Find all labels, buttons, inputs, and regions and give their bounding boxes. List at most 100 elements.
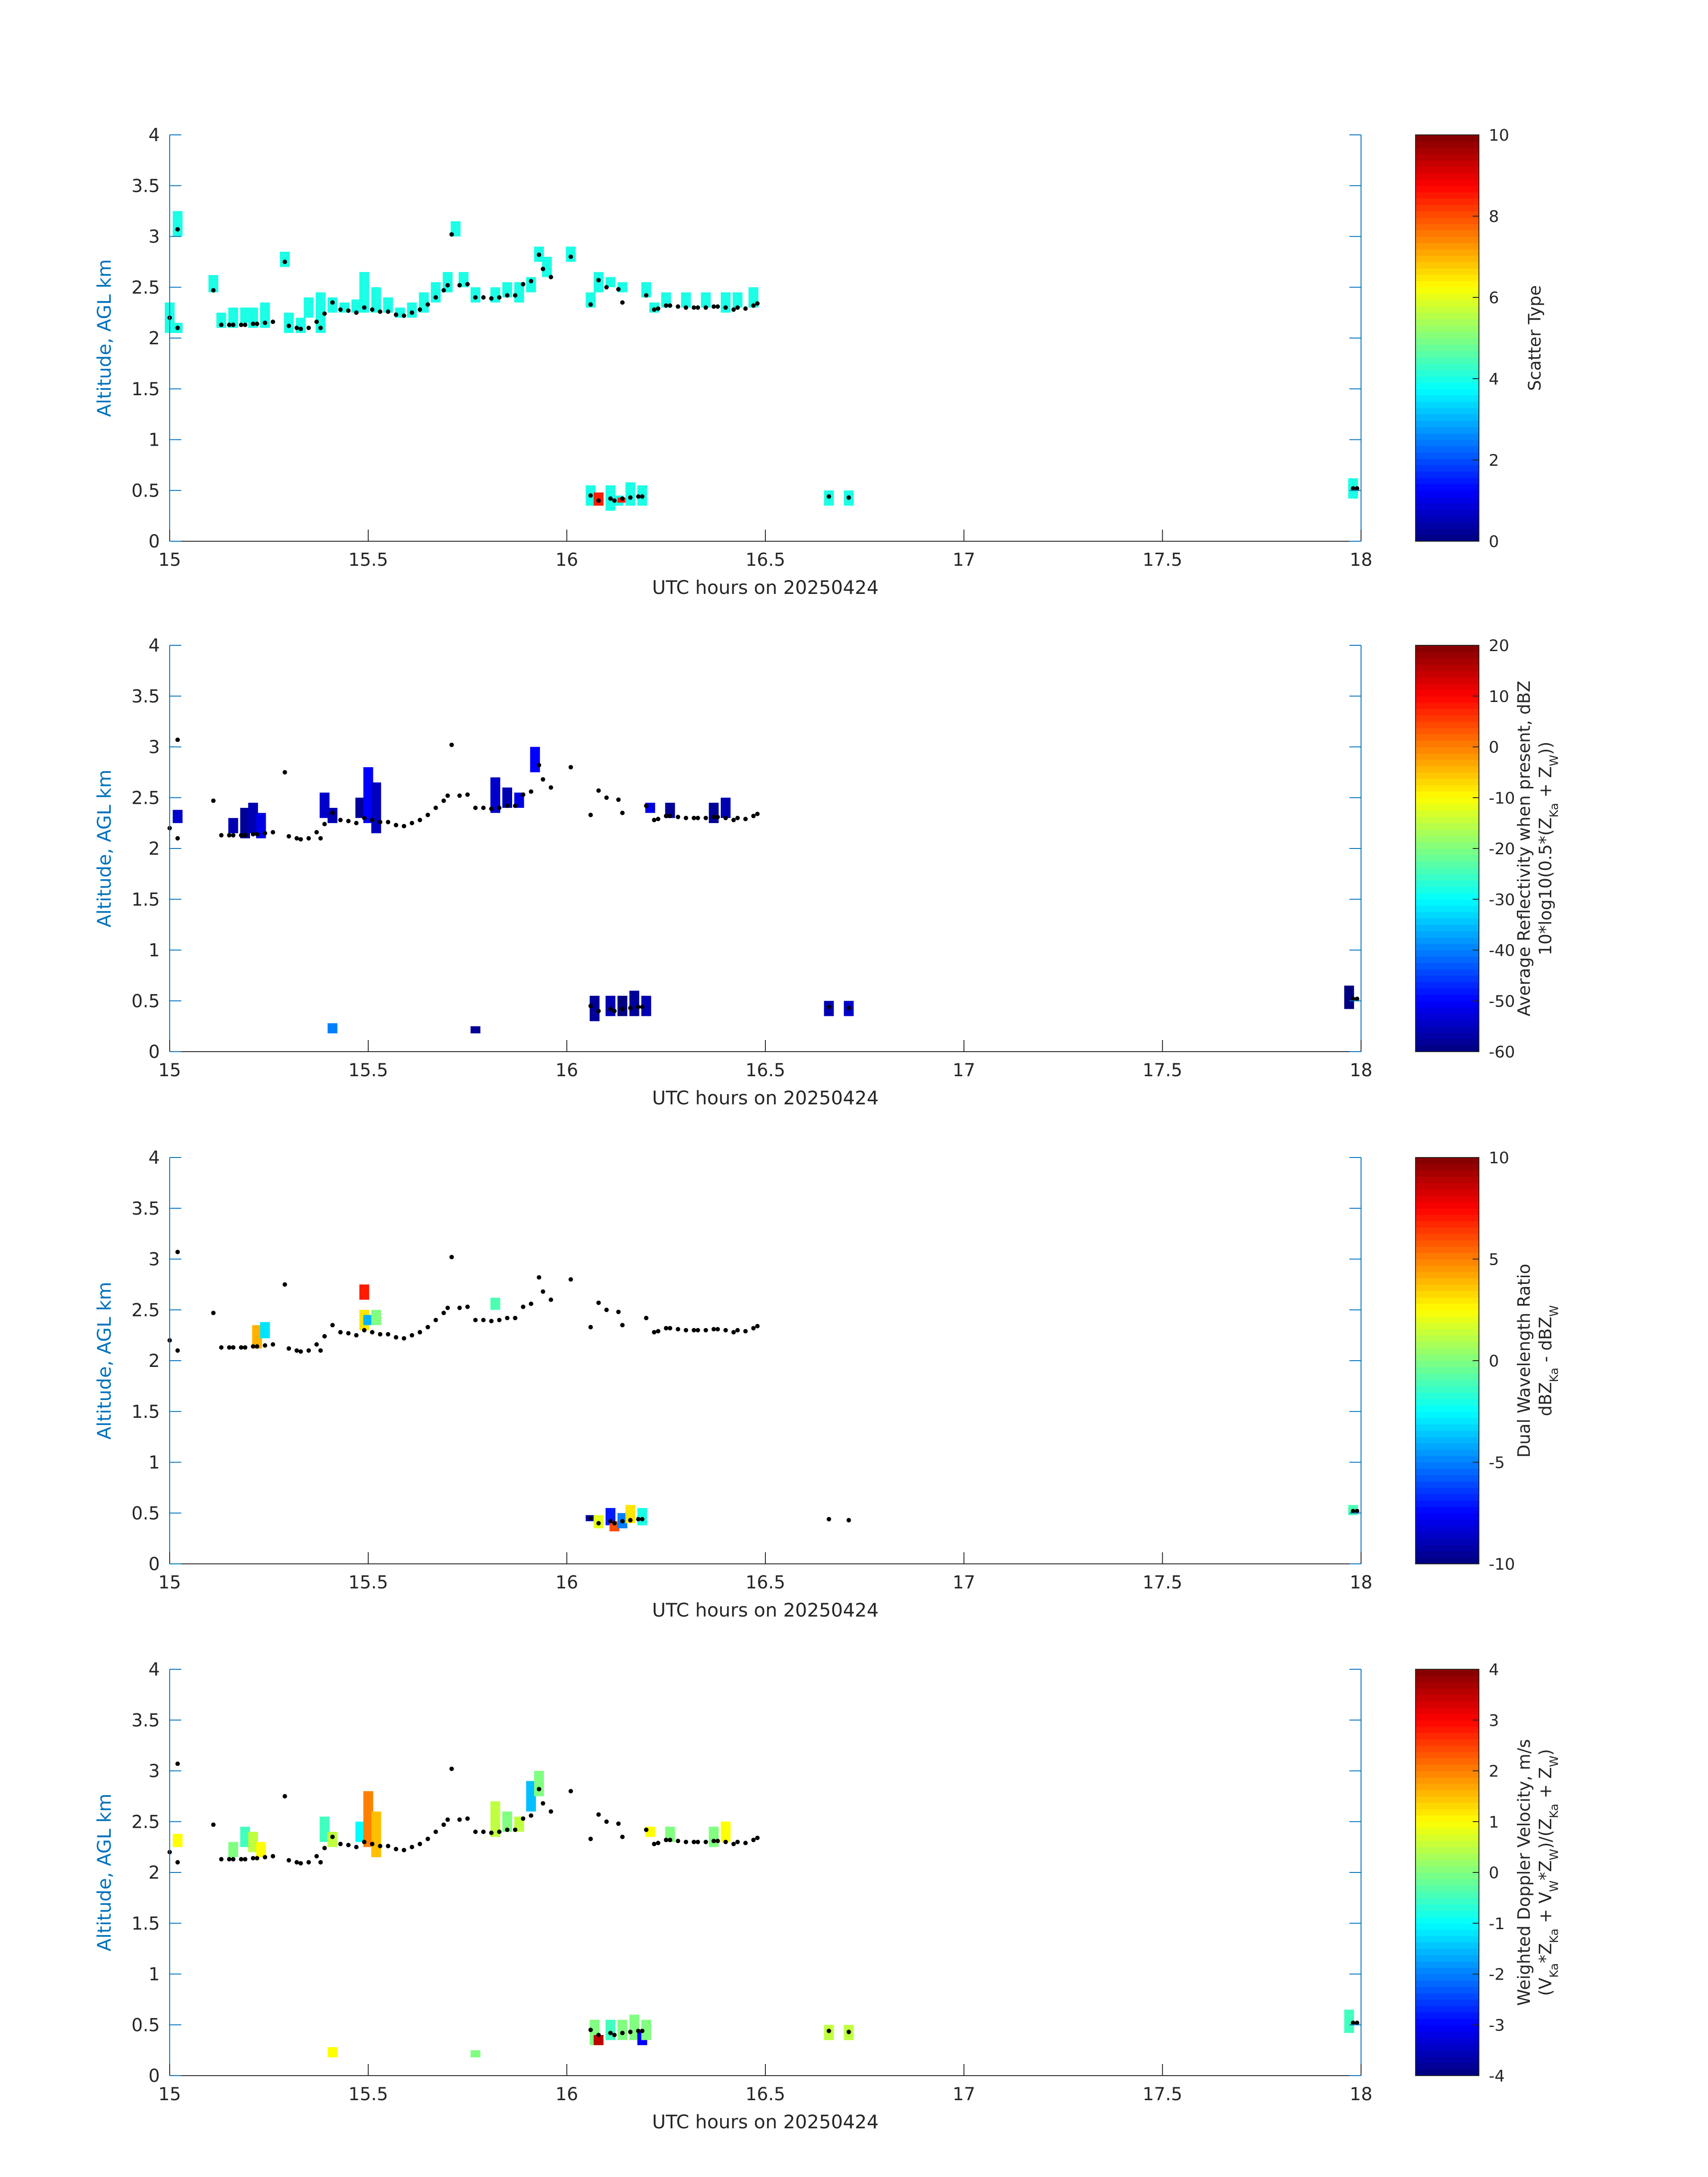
colorbar-label: Dual Wavelength Ratio	[1514, 1264, 1534, 1458]
data-cell	[701, 292, 711, 308]
colorbar-step	[1416, 1284, 1479, 1291]
track-marker	[664, 303, 668, 308]
colorbar-step	[1416, 1500, 1479, 1507]
track-marker	[703, 1839, 708, 1844]
data-cell	[665, 1826, 675, 1842]
track-marker	[418, 818, 422, 823]
x-tick-label: 15.5	[348, 1060, 388, 1081]
track-marker	[636, 1517, 641, 1521]
x-tick-label: 16.5	[745, 2084, 785, 2105]
colorbar-step	[1416, 1733, 1479, 1740]
track-marker	[540, 267, 545, 272]
colorbar-step	[1416, 1481, 1479, 1488]
y-tick-label: 0.5	[131, 481, 160, 501]
track-marker	[612, 1521, 617, 1525]
y-tick-label: 0	[149, 2066, 160, 2086]
track-marker	[219, 1345, 224, 1350]
data-cell	[451, 221, 461, 237]
y-tick-label: 4	[149, 1148, 160, 1168]
colorbar-step	[1416, 931, 1479, 938]
data-cell	[681, 292, 691, 308]
track-marker	[676, 304, 681, 309]
colorbar-tick-label: 4	[1489, 370, 1499, 389]
data-cell	[617, 995, 627, 1016]
colorbar-step	[1416, 1392, 1479, 1399]
colorbar-step	[1416, 994, 1479, 1001]
data-cell	[228, 1842, 238, 1857]
y-tick-label: 3	[149, 227, 160, 247]
colorbar-tick-label: -10	[1489, 789, 1515, 807]
y-tick-label: 2	[149, 1351, 160, 1371]
colorbar-step	[1416, 1045, 1479, 1052]
data-cell	[589, 995, 600, 1021]
x-tick-label: 16	[555, 550, 578, 570]
track-marker	[346, 308, 351, 313]
colorbar-step	[1416, 382, 1479, 389]
colorbar-step	[1416, 1271, 1479, 1279]
colorbar-step	[1416, 721, 1479, 728]
data-cell	[665, 802, 675, 818]
data-cell	[280, 251, 290, 267]
colorbar-step	[1416, 325, 1479, 332]
track-marker	[505, 1827, 509, 1832]
track-marker	[322, 822, 327, 827]
track-marker	[1355, 2020, 1360, 2025]
x-tick-label: 17.5	[1143, 1060, 1182, 1081]
colorbar-step	[1416, 205, 1479, 212]
colorbar-label: (VKa*ZKa + VW*ZW)/(ZKa + ZW)	[1536, 1749, 1561, 1996]
data-cell	[625, 482, 635, 506]
y-axis-label: Altitude, AGL km	[93, 1282, 115, 1439]
data-cell	[709, 1826, 719, 1847]
data-cell	[490, 777, 501, 813]
colorbar-step	[1416, 950, 1479, 957]
colorbar-step	[1416, 300, 1479, 307]
colorbar-step	[1416, 357, 1479, 364]
colorbar-step	[1416, 855, 1479, 862]
y-tick-label: 4	[149, 635, 160, 656]
x-tick-label: 16	[555, 1572, 578, 1593]
y-tick-label: 2.5	[131, 1812, 160, 1832]
track-marker	[282, 770, 287, 775]
track-marker	[227, 1345, 232, 1350]
panel-2: 15 15.5 16 16.5 17 17.5 18 0 0.5 1 1.5 2 2.5 3 3.5 4 UTC…	[93, 635, 1561, 1109]
track-marker	[596, 1521, 601, 1525]
data-cell	[260, 1322, 270, 1338]
track-marker	[644, 803, 649, 808]
data-cell	[470, 287, 480, 303]
track-marker	[489, 806, 494, 811]
colorbar-step	[1416, 1405, 1479, 1412]
track-marker	[644, 293, 649, 298]
track-marker	[521, 1304, 526, 1309]
track-marker	[449, 742, 454, 747]
colorbar-step	[1416, 836, 1479, 843]
track-marker	[286, 323, 291, 328]
track-marker	[473, 295, 478, 300]
track-marker	[370, 307, 375, 312]
colorbar-step	[1416, 249, 1479, 256]
colorbar-step	[1416, 1310, 1479, 1317]
track-marker	[426, 812, 430, 817]
colorbar-step	[1416, 242, 1479, 250]
track-marker	[703, 1328, 708, 1333]
panel-3: 15 15.5 16 16.5 17 17.5 18 0 0.5 1 1.5 2 2.5 3 3.5 4 UTC…	[93, 1148, 1561, 1621]
colorbar-step	[1416, 2031, 1479, 2038]
track-marker	[286, 1346, 291, 1351]
track-marker	[715, 1327, 720, 1332]
colorbar-step	[1416, 224, 1479, 230]
track-marker	[457, 1817, 462, 1822]
y-tick-label: 2.5	[131, 788, 160, 808]
track-marker	[354, 1845, 359, 1850]
y-tick-label: 1.5	[131, 890, 160, 910]
y-tick-label: 0	[149, 531, 160, 552]
data-cell	[172, 1834, 183, 1847]
track-marker	[322, 1334, 327, 1339]
data-cell	[216, 313, 226, 328]
track-marker	[330, 811, 335, 815]
colorbar-step	[1416, 2012, 1479, 2019]
y-tick-label: 1	[149, 940, 160, 961]
track-marker	[684, 1839, 689, 1844]
track-marker	[473, 806, 478, 810]
track-marker	[227, 833, 232, 838]
y-tick-label: 3.5	[131, 1710, 160, 1731]
colorbar-step	[1416, 861, 1479, 868]
